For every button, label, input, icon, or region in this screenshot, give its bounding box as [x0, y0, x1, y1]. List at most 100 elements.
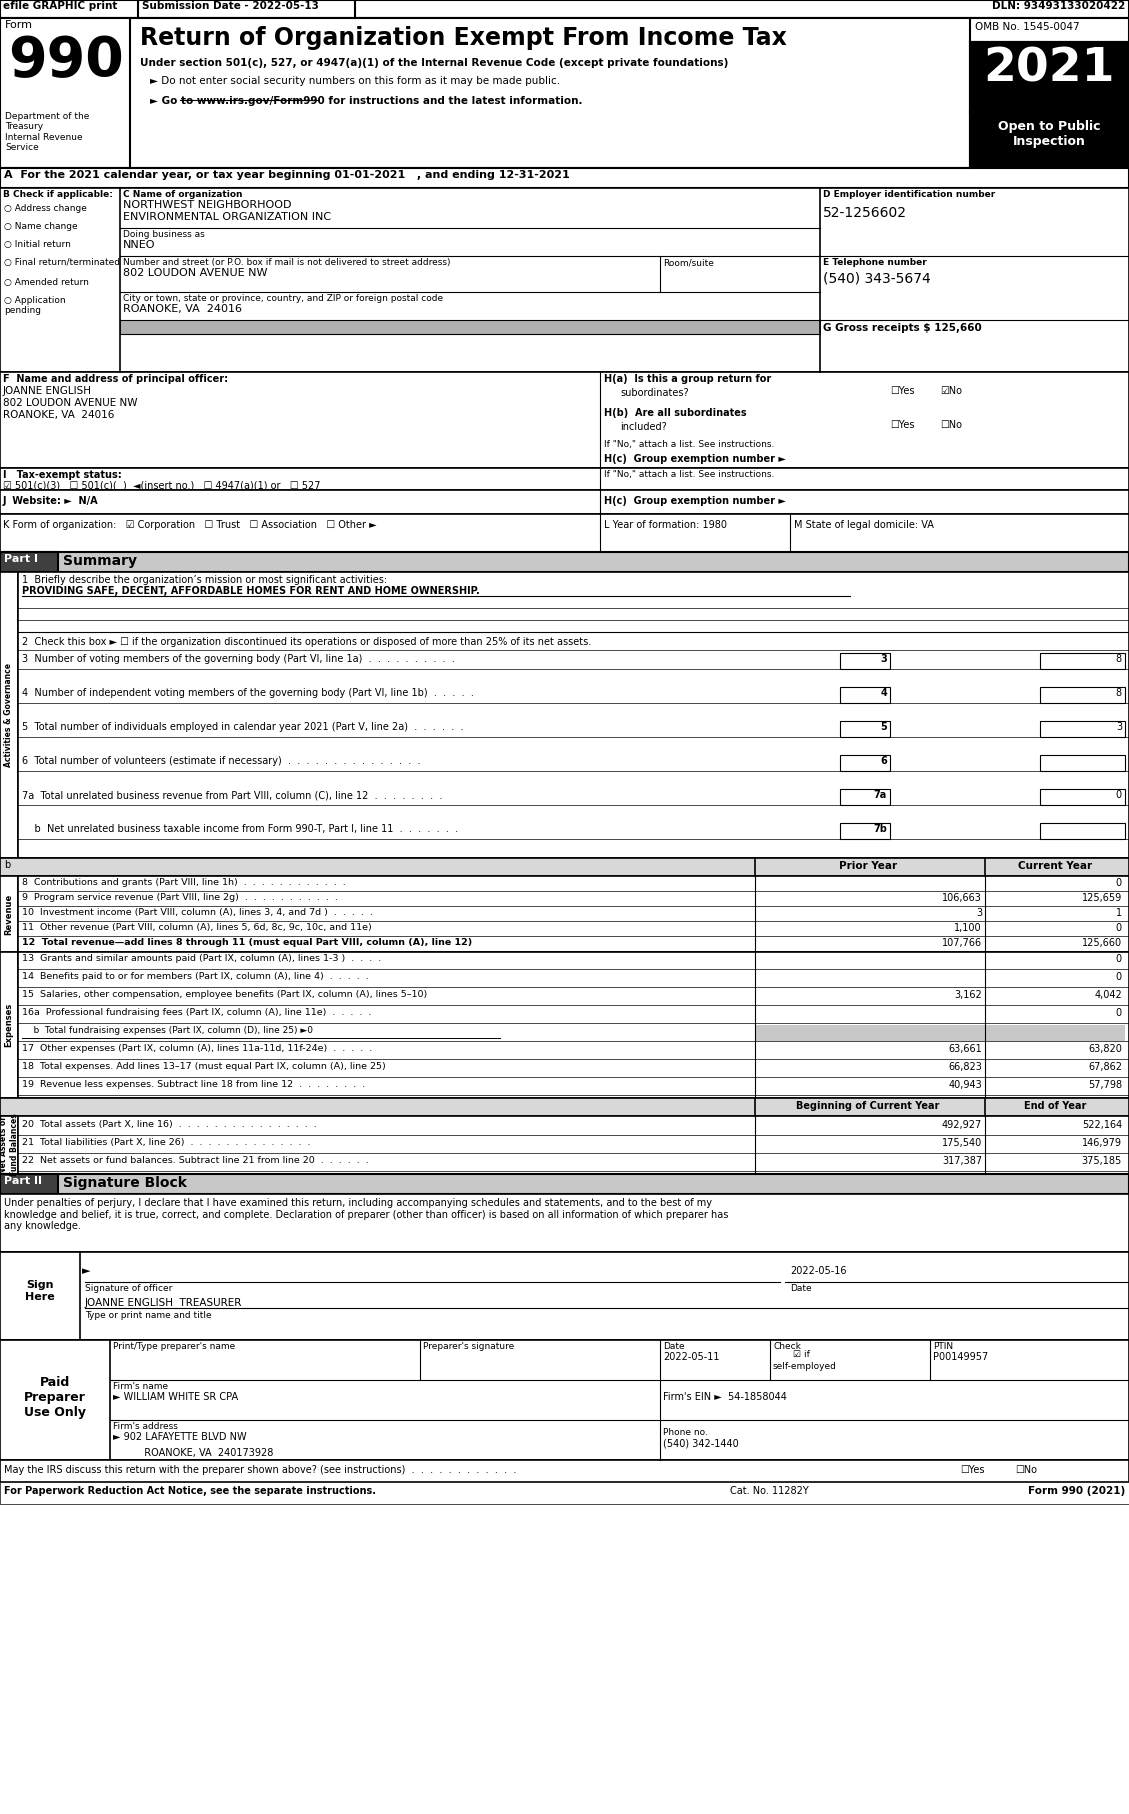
- Text: E Telephone number: E Telephone number: [823, 258, 927, 267]
- Text: b  Net unrelated business taxable income from Form 990-T, Part I, line 11  .  . : b Net unrelated business taxable income …: [21, 824, 458, 834]
- Text: ○ Final return/terminated: ○ Final return/terminated: [5, 258, 120, 267]
- Bar: [1040, 789, 1124, 805]
- Text: 990: 990: [8, 34, 124, 89]
- Text: 317,387: 317,387: [942, 1156, 982, 1166]
- Bar: [0, 513, 1129, 551]
- Bar: [840, 755, 890, 771]
- Text: 125,660: 125,660: [1082, 938, 1122, 949]
- Text: Signature Block: Signature Block: [63, 1175, 187, 1190]
- Bar: [0, 372, 1129, 468]
- Text: 63,820: 63,820: [1088, 1045, 1122, 1054]
- Text: 16a  Professional fundraising fees (Part IX, column (A), line 11e)  .  .  .  .  : 16a Professional fundraising fees (Part …: [21, 1009, 371, 1018]
- Text: 125,659: 125,659: [1082, 892, 1122, 903]
- Text: ☐No: ☐No: [1015, 1466, 1038, 1475]
- Bar: [0, 876, 18, 952]
- Bar: [1040, 653, 1124, 669]
- Text: ○ Address change: ○ Address change: [5, 203, 87, 212]
- Text: 7a  Total unrelated business revenue from Part VIII, column (C), line 12  .  .  : 7a Total unrelated business revenue from…: [21, 791, 443, 800]
- Text: 2022-05-16: 2022-05-16: [790, 1266, 847, 1275]
- Text: Part I: Part I: [5, 553, 38, 564]
- Text: JOANNE ENGLISH  TREASURER: JOANNE ENGLISH TREASURER: [85, 1299, 243, 1308]
- Bar: [18, 876, 1129, 952]
- Text: Paid
Preparer
Use Only: Paid Preparer Use Only: [24, 1377, 86, 1419]
- Text: J  Website: ►  N/A: J Website: ► N/A: [3, 495, 98, 506]
- Bar: [1040, 755, 1124, 771]
- Text: P00149957: P00149957: [933, 1351, 988, 1362]
- Text: ► Go to www.irs.gov/Form990 for instructions and the latest information.: ► Go to www.irs.gov/Form990 for instruct…: [150, 96, 583, 105]
- Text: 67,862: 67,862: [1088, 1061, 1122, 1072]
- Text: 7a: 7a: [874, 791, 887, 800]
- Text: 66,823: 66,823: [948, 1061, 982, 1072]
- Text: Check: Check: [773, 1342, 800, 1351]
- Bar: [840, 789, 890, 805]
- Text: ROANOKE, VA  24016: ROANOKE, VA 24016: [123, 305, 242, 314]
- Text: Beginning of Current Year: Beginning of Current Year: [796, 1101, 939, 1110]
- Text: Return of Organization Exempt From Income Tax: Return of Organization Exempt From Incom…: [140, 25, 787, 51]
- Bar: [18, 571, 1129, 858]
- Text: Firm's address: Firm's address: [113, 1422, 178, 1431]
- Bar: [970, 112, 1129, 169]
- Text: subordinates?: subordinates?: [620, 388, 689, 397]
- Text: Room/suite: Room/suite: [663, 258, 714, 267]
- Text: 2021: 2021: [983, 45, 1114, 91]
- Text: Department of the
Treasury
Internal Revenue
Service: Department of the Treasury Internal Reve…: [5, 112, 89, 152]
- Bar: [0, 18, 1129, 169]
- Text: 2022-05-11: 2022-05-11: [663, 1351, 719, 1362]
- Text: 0: 0: [1115, 954, 1122, 963]
- Bar: [0, 1194, 1129, 1252]
- Text: b  Total fundraising expenses (Part IX, column (D), line 25) ►0: b Total fundraising expenses (Part IX, c…: [21, 1027, 313, 1036]
- Text: 6  Total number of volunteers (estimate if necessary)  .  .  .  .  .  .  .  .  .: 6 Total number of volunteers (estimate i…: [21, 756, 420, 766]
- Text: ►: ►: [82, 1266, 90, 1275]
- Text: 4: 4: [881, 688, 887, 698]
- Text: 5  Total number of individuals employed in calendar year 2021 (Part V, line 2a) : 5 Total number of individuals employed i…: [21, 722, 464, 733]
- Text: ☐Yes: ☐Yes: [890, 386, 914, 395]
- Text: Under penalties of perjury, I declare that I have examined this return, includin: Under penalties of perjury, I declare th…: [5, 1197, 728, 1232]
- Text: Preparer's signature: Preparer's signature: [423, 1342, 514, 1351]
- Text: 4,042: 4,042: [1094, 990, 1122, 1000]
- Text: 2  Check this box ► ☐ if the organization discontinued its operations or dispose: 2 Check this box ► ☐ if the organization…: [21, 637, 592, 648]
- Text: 146,979: 146,979: [1082, 1137, 1122, 1148]
- Text: 19  Revenue less expenses. Subtract line 18 from line 12  .  .  .  .  .  .  .  .: 19 Revenue less expenses. Subtract line …: [21, 1079, 365, 1088]
- Text: Summary: Summary: [63, 553, 137, 568]
- Bar: [0, 169, 1129, 189]
- Text: 12  Total revenue—add lines 8 through 11 (must equal Part VIII, column (A), line: 12 Total revenue—add lines 8 through 11 …: [21, 938, 472, 947]
- Text: Number and street (or P.O. box if mail is not delivered to street address): Number and street (or P.O. box if mail i…: [123, 258, 450, 267]
- Text: 802 LOUDON AVENUE NW: 802 LOUDON AVENUE NW: [3, 397, 138, 408]
- Text: included?: included?: [620, 423, 667, 432]
- Text: ○ Initial return: ○ Initial return: [5, 239, 71, 249]
- Bar: [0, 0, 1129, 18]
- Text: 1  Briefly describe the organization’s mission or most significant activities:: 1 Briefly describe the organization’s mi…: [21, 575, 387, 584]
- Text: ☐No: ☐No: [940, 421, 962, 430]
- Bar: [1040, 824, 1124, 840]
- Text: ► 902 LAFAYETTE BLVD NW: ► 902 LAFAYETTE BLVD NW: [113, 1431, 246, 1442]
- Text: Current Year: Current Year: [1018, 862, 1092, 871]
- Text: Open to Public
Inspection: Open to Public Inspection: [998, 120, 1101, 149]
- Bar: [0, 952, 18, 1097]
- Text: Date: Date: [790, 1284, 812, 1293]
- Text: ○ Amended return: ○ Amended return: [5, 278, 89, 287]
- Text: Part II: Part II: [5, 1175, 42, 1186]
- Text: self-employed: self-employed: [773, 1362, 837, 1371]
- Text: City or town, state or province, country, and ZIP or foreign postal code: City or town, state or province, country…: [123, 294, 443, 303]
- Text: ☑No: ☑No: [940, 386, 962, 395]
- Text: (540) 342-1440: (540) 342-1440: [663, 1439, 738, 1449]
- Text: 375,185: 375,185: [1082, 1156, 1122, 1166]
- Text: L Year of formation: 1980: L Year of formation: 1980: [604, 521, 727, 530]
- Text: A  For the 2021 calendar year, or tax year beginning 01-01-2021   , and ending 1: A For the 2021 calendar year, or tax yea…: [5, 171, 570, 180]
- Text: Sign
Here: Sign Here: [25, 1281, 55, 1302]
- Bar: [0, 189, 1129, 372]
- Bar: [0, 1097, 1129, 1116]
- Text: K Form of organization:   ☑ Corporation   ☐ Trust   ☐ Association   ☐ Other ►: K Form of organization: ☑ Corporation ☐ …: [3, 521, 377, 530]
- Bar: [18, 1116, 1129, 1174]
- Bar: [840, 824, 890, 840]
- Text: b: b: [5, 860, 10, 871]
- Text: 4  Number of independent voting members of the governing body (Part VI, line 1b): 4 Number of independent voting members o…: [21, 688, 474, 698]
- Text: If "No," attach a list. See instructions.: If "No," attach a list. See instructions…: [604, 441, 774, 450]
- Bar: [1040, 720, 1124, 736]
- Text: Activities & Governance: Activities & Governance: [5, 662, 14, 767]
- Text: 8: 8: [1115, 688, 1122, 698]
- Text: May the IRS discuss this return with the preparer shown above? (see instructions: May the IRS discuss this return with the…: [5, 1466, 516, 1475]
- Text: NORTHWEST NEIGHBORHOOD: NORTHWEST NEIGHBORHOOD: [123, 200, 291, 210]
- Text: Under section 501(c), 527, or 4947(a)(1) of the Internal Revenue Code (except pr: Under section 501(c), 527, or 4947(a)(1)…: [140, 58, 728, 67]
- Text: 11  Other revenue (Part VIII, column (A), lines 5, 6d, 8c, 9c, 10c, and 11e): 11 Other revenue (Part VIII, column (A),…: [21, 923, 371, 932]
